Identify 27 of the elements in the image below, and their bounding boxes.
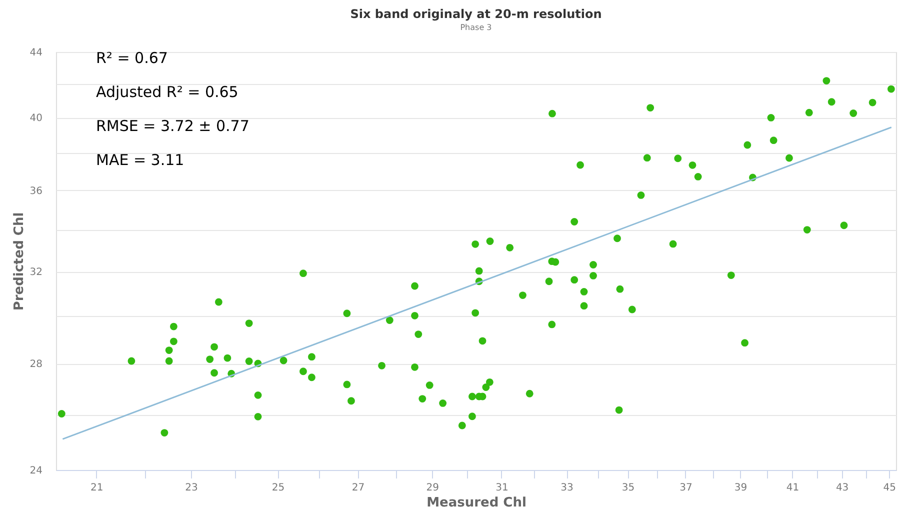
y-tick-label: 44 [30,48,42,58]
x-tick-label: 25 [272,482,285,494]
y-axis-title: Predicted Chl [12,212,27,311]
x-tick-label: 31 [496,482,508,494]
y-tick-label: 36 [30,186,42,197]
x-tick-label: 41 [786,482,800,494]
x-tick-label: 27 [352,482,365,494]
x-tick-label: 39 [734,482,748,494]
x-tick-label: 45 [883,482,896,494]
x-tick-label: 35 [622,482,635,494]
y-tick-label: 40 [30,113,42,124]
y-tick-label: 24 [30,466,42,476]
y-tick-label: 32 [30,267,42,278]
annotation: MAE = 3.11 [96,151,184,169]
annotation: R² = 0.67 [96,49,168,67]
annotation: Adjusted R² = 0.65 [96,83,238,101]
y-tick-label: 28 [30,359,42,370]
annotation: RMSE = 3.72 ± 0.77 [96,117,250,135]
x-axis-title: Measured Chl [426,496,526,510]
x-tick-label: 37 [680,482,692,494]
x-tick-label: 33 [560,482,574,494]
x-tick-label: 43 [836,482,849,494]
chart-title: Six band originaly at 20-m resolution [350,7,602,21]
x-tick-label: 21 [90,482,104,494]
x-tick-label: 23 [185,482,198,494]
chart-subtitle: Phase 3 [460,23,492,32]
x-tick-label: 29 [426,482,439,494]
